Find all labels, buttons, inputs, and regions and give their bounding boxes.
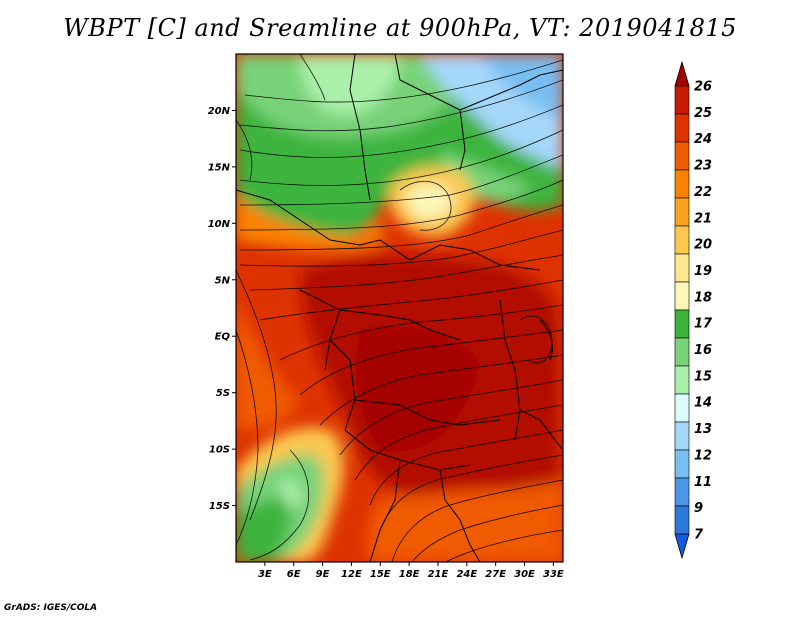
colorbar-segment: [674, 225, 690, 255]
colorbar-segment: [674, 197, 690, 227]
colorbar-label: 13: [694, 422, 712, 437]
colorbar-segment: [674, 113, 690, 143]
lon-label: 33E: [543, 569, 564, 580]
wbpt-field: [236, 54, 563, 562]
colorbar-label: 9: [694, 501, 703, 516]
lon-label: 3E: [258, 569, 272, 580]
colorbar-label: 17: [694, 317, 713, 332]
colorbar-segment: [674, 281, 690, 311]
colorbar-segment: [674, 253, 690, 283]
chart-title: WBPT [C] and Sreamline at 900hPa, VT: 20…: [63, 14, 737, 42]
colorbar-segment: [674, 505, 690, 535]
colorbar-segment: [674, 141, 690, 171]
colorbar-segment: [674, 449, 690, 479]
colorbar-segment: [674, 393, 690, 423]
lon-label: 21E: [428, 569, 449, 580]
colorbar-label: 23: [694, 159, 712, 174]
lon-label: 12E: [341, 569, 362, 580]
longitude-axis: 3E 6E 9E 12E 15E 18E 21E 24E 27E 30E 33E: [258, 562, 564, 580]
colorbar-label: 19: [694, 264, 712, 279]
colorbar-label: 7: [694, 528, 704, 543]
grads-credit: GrADS: IGES/COLA: [4, 603, 98, 613]
lat-label: 10N: [208, 219, 231, 230]
colorbar-segment: [674, 337, 690, 367]
map-frame: [235, 53, 564, 563]
colorbar-label: 20: [694, 238, 712, 253]
lat-label: 20N: [208, 106, 231, 117]
colorbar-label: 21: [694, 211, 712, 226]
colorbar-label: 25: [694, 106, 712, 121]
streamlines: [236, 54, 563, 562]
country-borders: [236, 54, 563, 562]
colorbar-bottom-arrow: [674, 533, 690, 560]
lat-label: 5N: [215, 275, 231, 286]
lat-label: 10S: [209, 445, 230, 456]
colorbar-label: 11: [694, 475, 712, 490]
lon-label: 27E: [485, 569, 506, 580]
colorbar-label: 24: [694, 132, 712, 147]
lat-label: 5S: [216, 388, 230, 399]
colorbar-segment: [674, 365, 690, 395]
colorbar-label: 14: [694, 396, 712, 411]
colorbar-segment: [674, 85, 690, 115]
colorbar-label: 18: [694, 290, 712, 305]
colorbar-segment: [674, 477, 690, 507]
colorbar-segment: [674, 309, 690, 339]
lon-label: 18E: [399, 569, 420, 580]
colorbar-segment: [674, 169, 690, 199]
lon-label: 9E: [316, 569, 330, 580]
colorbar-label: 16: [694, 343, 712, 358]
colorbar: 26 25 24 23 22 21 20 19 18 17 16 15 14 13 12 11 9 7: [674, 60, 713, 560]
colorbar-label: 15: [694, 369, 712, 384]
lon-label: 6E: [287, 569, 301, 580]
colorbar-label: 22: [694, 185, 712, 200]
lon-label: 15E: [370, 569, 391, 580]
lat-label: EQ: [215, 332, 231, 343]
lat-label: 15S: [209, 501, 230, 512]
latitude-axis: 20N 15N 10N 5N EQ 5S 10S 15S: [208, 106, 236, 512]
colorbar-segment: [674, 421, 690, 451]
colorbar-label: 26: [694, 80, 712, 95]
lon-label: 24E: [456, 569, 477, 580]
colorbar-top-arrow: [674, 60, 690, 87]
lat-label: 15N: [208, 162, 231, 173]
colorbar-label: 12: [694, 448, 712, 463]
lon-label: 30E: [514, 569, 535, 580]
